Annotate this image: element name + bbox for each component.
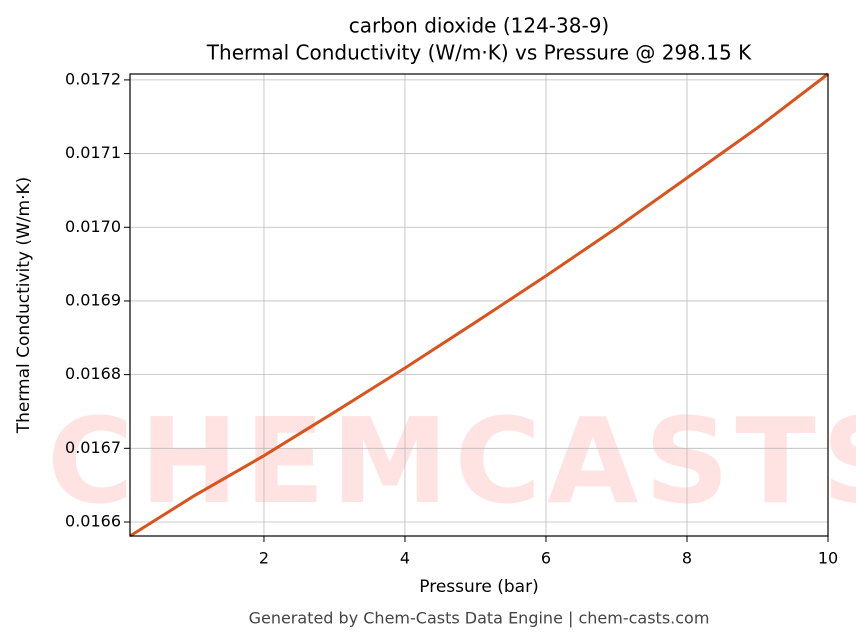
x-tick-label: 10	[818, 549, 838, 568]
footer: Generated by Chem-Casts Data Engine | ch…	[249, 609, 710, 628]
y-axis-label: Thermal Conductivity (W/m·K)	[14, 177, 34, 435]
plot-frame	[129, 73, 829, 537]
line	[129, 72, 829, 538]
y-tick-label: 0.0167	[65, 438, 121, 457]
y-tick-label: 0.0169	[65, 290, 121, 309]
x-tick-label: 6	[541, 549, 551, 568]
x-axis-label: Pressure (bar)	[419, 577, 538, 597]
y-tick-label: 0.0168	[65, 364, 121, 383]
y-tick-label: 0.0171	[65, 143, 121, 162]
chart-title: carbon dioxide (124-38-9)	[349, 14, 609, 38]
x-tick-label: 4	[400, 549, 410, 568]
watermark: CHEMCASTS	[47, 392, 856, 530]
y-tick-label: 0.0166	[65, 512, 121, 531]
x-tick-label: 2	[259, 549, 269, 568]
y-tick-label: 0.0172	[65, 69, 121, 88]
chart-subtitle: Thermal Conductivity (W/m·K) vs Pressure…	[206, 41, 752, 65]
y-tick-label: 0.0170	[65, 217, 121, 236]
x-tick-label: 8	[682, 549, 692, 568]
